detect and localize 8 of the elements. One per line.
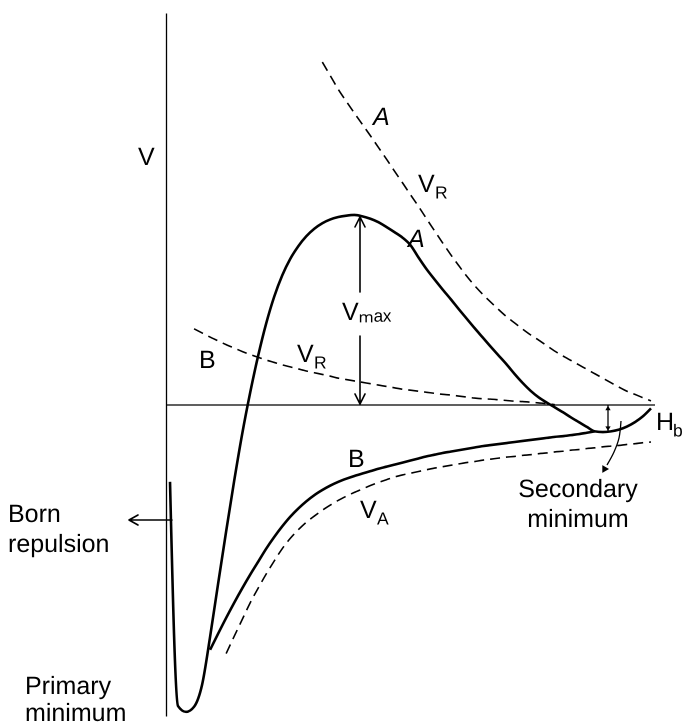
text: Primary minimum [25, 672, 126, 726]
annotation: Vₘₐₓ [342, 298, 392, 326]
annotation: A [371, 103, 390, 131]
y-axis-title: V [138, 143, 155, 171]
series-label: B [348, 445, 365, 473]
text: Born repulsion [8, 500, 110, 558]
annotation: Secondary minimum [518, 475, 638, 533]
annotation: B [199, 346, 216, 374]
